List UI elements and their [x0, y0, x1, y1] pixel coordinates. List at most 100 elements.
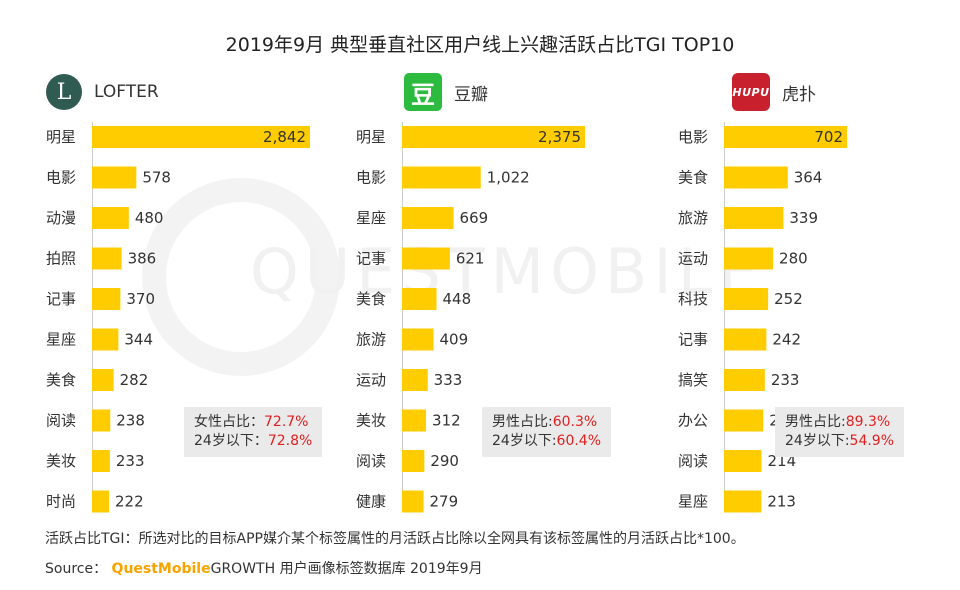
category-label: 阅读: [356, 452, 386, 470]
bar: [402, 328, 434, 351]
panel-hupu: HUPU 虎扑 电影 702 美食 364 旅游 339 运动 280 科技 252 记事 242 搞笑…: [678, 70, 960, 520]
bar: [402, 490, 424, 513]
category-label: 时尚: [46, 493, 76, 511]
category-label: 旅游: [678, 209, 708, 227]
value-label: 344: [124, 331, 153, 349]
bar: [402, 450, 425, 472]
category-label: 美食: [356, 290, 386, 308]
value-label: 386: [128, 250, 157, 268]
value-label: 480: [135, 209, 164, 227]
brand-douban: 豆 豆瓣: [404, 72, 488, 112]
bar: [402, 166, 481, 189]
bar: [724, 409, 764, 432]
bar: [724, 450, 762, 472]
age-label: 24岁以下：: [194, 433, 268, 449]
tgi-box: 女性占比：72.7% 24岁以下：72.8%: [184, 407, 323, 457]
value-label: 233: [771, 371, 800, 389]
bar: [402, 207, 454, 229]
category-label: 搞笑: [678, 371, 708, 389]
value-label: 290: [430, 452, 459, 470]
value-label: 1,022: [487, 169, 530, 187]
bar: [402, 288, 437, 310]
category-label: 电影: [678, 128, 708, 146]
axis-line: [402, 122, 403, 512]
bar: [402, 126, 585, 148]
bar: [724, 166, 788, 189]
category-label: 运动: [356, 371, 386, 389]
value-label: 370: [126, 290, 155, 308]
category-label: 星座: [46, 331, 76, 349]
source-brand: QuestMobile: [111, 561, 211, 577]
bar: [92, 490, 110, 513]
panel-lofter: L LOFTER 明星 2,842 电影 578 动漫 480 拍照 386 记事 370 星座 34…: [46, 70, 356, 520]
value-label: 364: [794, 169, 823, 187]
age-value: 60.4%: [556, 433, 602, 449]
category-label: 记事: [46, 290, 76, 308]
category-label: 办公: [678, 412, 708, 430]
brand-lofter: L LOFTER: [46, 72, 159, 112]
bar: [92, 369, 114, 391]
value-label: 702: [814, 128, 843, 146]
bar: [724, 369, 765, 391]
bar: [724, 207, 784, 229]
value-label: 252: [774, 290, 803, 308]
source-line: Source： QuestMobileGROWTH 用户画像标签数据库 2019…: [45, 558, 483, 578]
value-label: 282: [120, 371, 149, 389]
value-label: 448: [443, 290, 472, 308]
category-label: 电影: [356, 169, 386, 187]
bar: [92, 126, 310, 148]
bar: [724, 490, 762, 513]
douban-logo-icon: 豆: [404, 73, 442, 111]
gender-label: 男性占比:: [492, 414, 553, 430]
value-label: 222: [115, 493, 144, 511]
value-label: 238: [116, 412, 145, 430]
value-label: 2,375: [538, 128, 581, 146]
category-label: 记事: [356, 250, 386, 268]
bar: [92, 328, 119, 351]
watermark: QUESTMOBILE: [250, 235, 764, 308]
category-label: 科技: [678, 290, 708, 308]
gender-label: 男性占比:: [785, 414, 846, 430]
category-label: 运动: [678, 250, 708, 268]
value-label: 669: [460, 209, 489, 227]
value-label: 409: [440, 331, 469, 349]
age-value: 72.8%: [267, 433, 313, 449]
bar: [92, 288, 121, 310]
bar: [402, 247, 450, 270]
hupu-logo-icon: HUPU: [732, 73, 770, 111]
category-label: 美妆: [356, 412, 386, 430]
value-label: 242: [772, 331, 801, 349]
value-label: 312: [432, 412, 461, 430]
bar: [724, 328, 767, 351]
value-label: 279: [429, 493, 458, 511]
bar: [724, 288, 769, 310]
category-label: 阅读: [46, 412, 76, 430]
bar: [92, 247, 122, 270]
bar: [724, 126, 847, 148]
bar: [402, 369, 428, 391]
category-label: 星座: [678, 493, 708, 511]
brand-name: LOFTER: [94, 82, 159, 102]
category-label: 阅读: [678, 452, 708, 470]
age-value: 54.9%: [849, 433, 895, 449]
lofter-logo-icon: L: [46, 74, 82, 110]
category-label: 美妆: [46, 452, 76, 470]
tgi-box: 男性占比:89.3% 24岁以下:54.9%: [775, 407, 905, 457]
category-label: 健康: [356, 493, 386, 511]
category-label: 明星: [46, 128, 76, 146]
bar: [402, 409, 427, 432]
panel-douban: 豆 豆瓣 明星 2,375 电影 1,022 星座 669 记事 621 美食 448 旅游 409 运…: [356, 70, 666, 520]
category-label: 明星: [356, 128, 386, 146]
age-label: 24岁以下:: [492, 433, 557, 449]
value-label: 578: [142, 169, 171, 187]
bar: [92, 166, 137, 189]
footnote: 活跃占比TGI：所选对比的目标APP媒介某个标签属性的月活跃占比除以全网具有该标…: [45, 531, 745, 547]
source-prefix: Source：: [45, 561, 108, 577]
bar: [724, 247, 774, 270]
value-label: 621: [456, 250, 485, 268]
category-label: 旅游: [356, 331, 386, 349]
axis-line: [724, 122, 725, 512]
bar: [92, 409, 111, 432]
gender-value: 89.3%: [845, 414, 891, 430]
bar-chart: 明星 2,375 电影 1,022 星座 669 记事 621 美食 448 旅游 409 运动 333 美…: [356, 126, 585, 513]
